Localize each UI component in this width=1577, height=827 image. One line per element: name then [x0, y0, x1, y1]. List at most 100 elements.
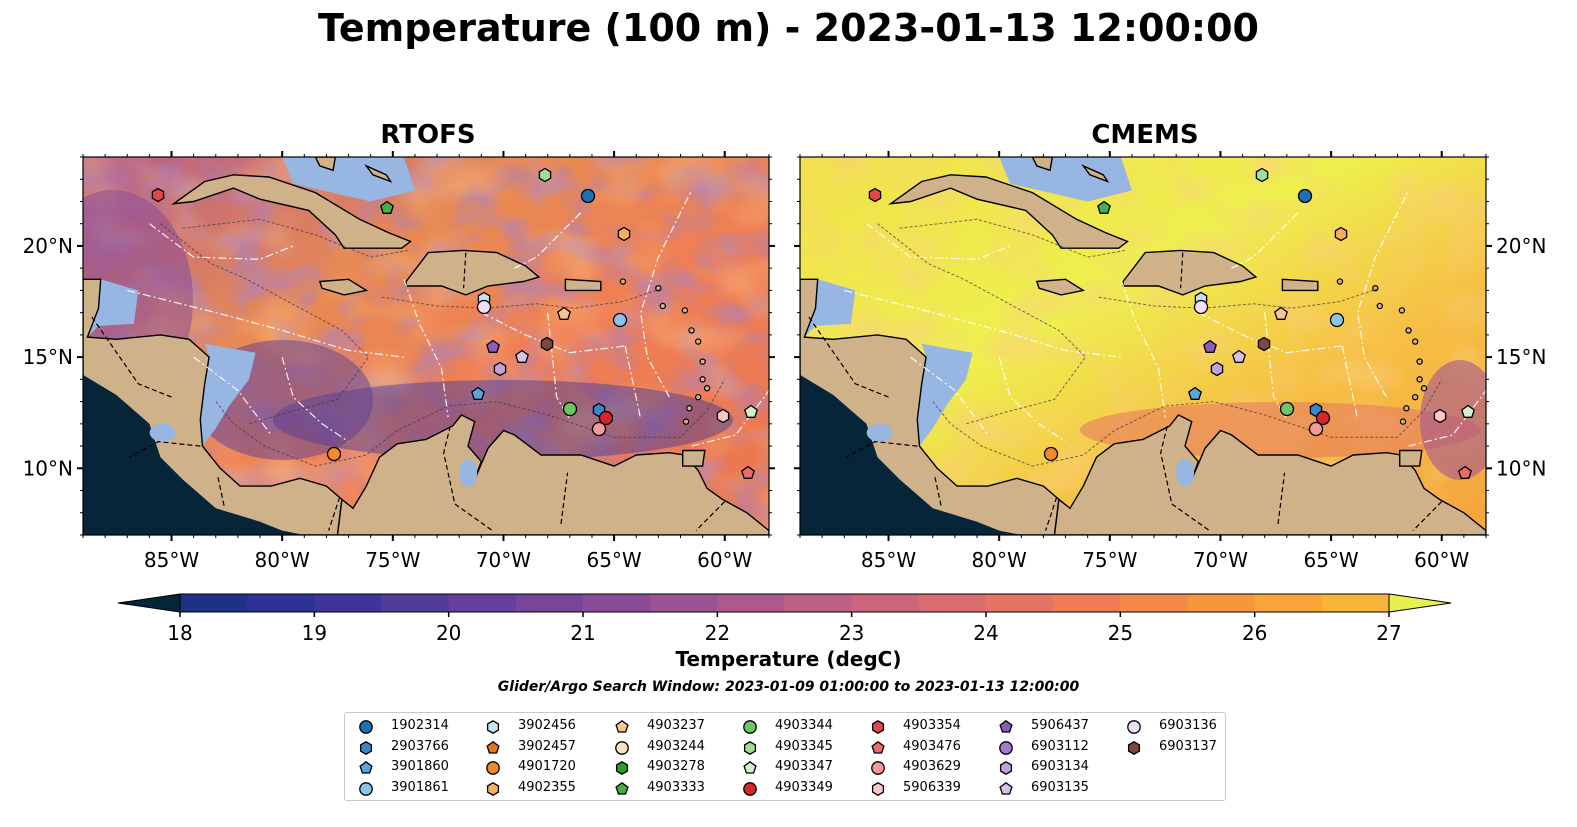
float-marker-4901720 [326, 446, 342, 462]
float-marker-3901861 [1329, 312, 1345, 328]
float-marker-4903354 [868, 187, 882, 203]
legend-marker-hexagon-icon [359, 740, 373, 755]
float-marker-4903629 [1308, 421, 1324, 437]
float-marker-4903349 [598, 410, 614, 426]
legend-marker-hexagon-icon [486, 720, 500, 734]
lat-tick-label: 10°N [1496, 456, 1546, 480]
float-marker-4903629 [591, 421, 607, 437]
search-window-text: Glider/Argo Search Window: 2023-01-09 01… [497, 679, 1080, 695]
legend-label: 4901720 [518, 759, 576, 774]
legend-marker-circle-icon [743, 781, 757, 796]
legend-label: 1902314 [391, 718, 449, 733]
float-marker-4903354 [151, 187, 165, 203]
legend-marker-hexagon-icon [486, 781, 500, 796]
float-marker-4903345 [1255, 167, 1269, 183]
colorbar-extend-min [117, 593, 181, 613]
float-marker-5906339 [716, 408, 730, 424]
float-marker-6903135 [515, 349, 529, 363]
panel-title-rtofs: RTOFS [380, 120, 476, 150]
legend-marker-pentagon-icon [999, 781, 1013, 795]
land-jamaica [318, 278, 369, 296]
colorbar-bin [314, 594, 382, 612]
legend-label: 4903354 [903, 718, 961, 733]
float-marker-3901860 [1188, 386, 1202, 400]
colorbar-tick-label: 27 [1376, 621, 1401, 645]
legend-marker-pentagon-icon [359, 760, 373, 774]
legend-marker-pentagon-icon [871, 740, 885, 754]
shelf-bahamasBank [999, 157, 1132, 202]
legend-marker-hexagon-icon [871, 720, 885, 734]
float-marker-4902355 [1334, 226, 1348, 242]
colorbar-bin [448, 594, 517, 612]
colorbar-bin [784, 594, 853, 612]
colorbar-bin [650, 594, 718, 612]
colorbar-tick-label: 26 [1242, 621, 1267, 645]
land-bahamas2 [364, 164, 393, 183]
legend-marker-pentagon-icon [615, 781, 629, 795]
colorbar-bin [381, 594, 450, 612]
shelf-nicaragua [917, 343, 973, 447]
colorbar-bin [1120, 594, 1188, 612]
float-marker-4901720 [1043, 446, 1059, 462]
legend-label: 3902456 [518, 718, 576, 733]
float-marker-6903137 [1257, 336, 1271, 352]
colorbar-tick-label: 22 [705, 621, 730, 645]
map-panel-cmems: 85°W 80°W 75°W 70°W 65°W 60°W 20°N 15°N 10°N [794, 151, 1546, 572]
land-trinidad [682, 449, 706, 467]
legend-label: 4903237 [647, 718, 705, 733]
legend-label: 6903112 [1031, 738, 1089, 754]
lon-tick-label: 75°W [365, 548, 420, 572]
colorbar-bin [986, 594, 1054, 612]
land-cuba [171, 174, 412, 249]
colorbar-bin [717, 594, 785, 612]
float-marker-4903237 [557, 306, 571, 320]
colorbar-tick-label: 21 [570, 621, 595, 645]
colorbar-tick-label: 20 [436, 621, 461, 645]
land-hispaniola [1122, 249, 1258, 296]
float-marker-6903135 [1232, 349, 1246, 363]
legend-label: 4903476 [903, 738, 961, 754]
lon-tick-label: 85°W [144, 548, 199, 572]
legend-label: 4903344 [775, 718, 833, 733]
legend-label: 3902457 [518, 738, 576, 754]
colorbar-extend-max [1388, 593, 1452, 613]
colorbar-tick-label: 19 [302, 621, 327, 645]
float-marker-4903333 [380, 200, 394, 214]
legend-label: 4903349 [775, 779, 833, 795]
lat-tick-label: 15°N [1496, 345, 1546, 369]
land-puertoRico [564, 278, 602, 292]
legend-marker-pentagon-icon [999, 719, 1013, 733]
land-bahamas2 [1081, 164, 1110, 183]
legend-label: 5906339 [903, 779, 961, 795]
float-marker-4902355 [617, 226, 631, 242]
legend-label: 4903629 [903, 759, 961, 774]
float-marker-1902314 [1297, 188, 1313, 204]
legend-marker-circle-icon [743, 720, 757, 734]
float-marker-5906339 [1433, 408, 1447, 424]
legend-label: 4903347 [775, 759, 833, 774]
lon-tick-label: 65°W [1303, 548, 1358, 572]
shelf-bahamasBank [282, 157, 415, 202]
legend-label: 6903136 [1159, 718, 1217, 733]
land-cuba [888, 174, 1129, 249]
legend-marker-pentagon-icon [743, 760, 757, 774]
legend-marker-circle-icon [359, 720, 373, 734]
float-marker-6903136 [476, 299, 492, 315]
legend-marker-pentagon-icon [486, 740, 500, 754]
colorbar-bin [247, 594, 315, 612]
legend-marker-circle-icon [359, 781, 373, 796]
shelf-nicaragua [200, 343, 256, 447]
float-marker-6903136 [1193, 299, 1209, 315]
legend-label: 4903244 [647, 738, 705, 754]
colorbar-bin [515, 594, 584, 612]
float-marker-4903476 [741, 465, 755, 479]
legend-marker-hexagon-icon [999, 761, 1013, 775]
colorbar-bin [1254, 594, 1323, 612]
float-marker-4903347 [744, 404, 758, 418]
float-marker-4903344 [1279, 401, 1295, 417]
figure-title: Temperature (100 m) - 2023-01-13 12:00:0… [317, 6, 1259, 50]
legend-label: 4903345 [775, 738, 833, 754]
float-marker-3901861 [612, 312, 628, 328]
legend-marker-hexagon-icon [615, 761, 629, 775]
colorbar-bin [1321, 594, 1390, 612]
